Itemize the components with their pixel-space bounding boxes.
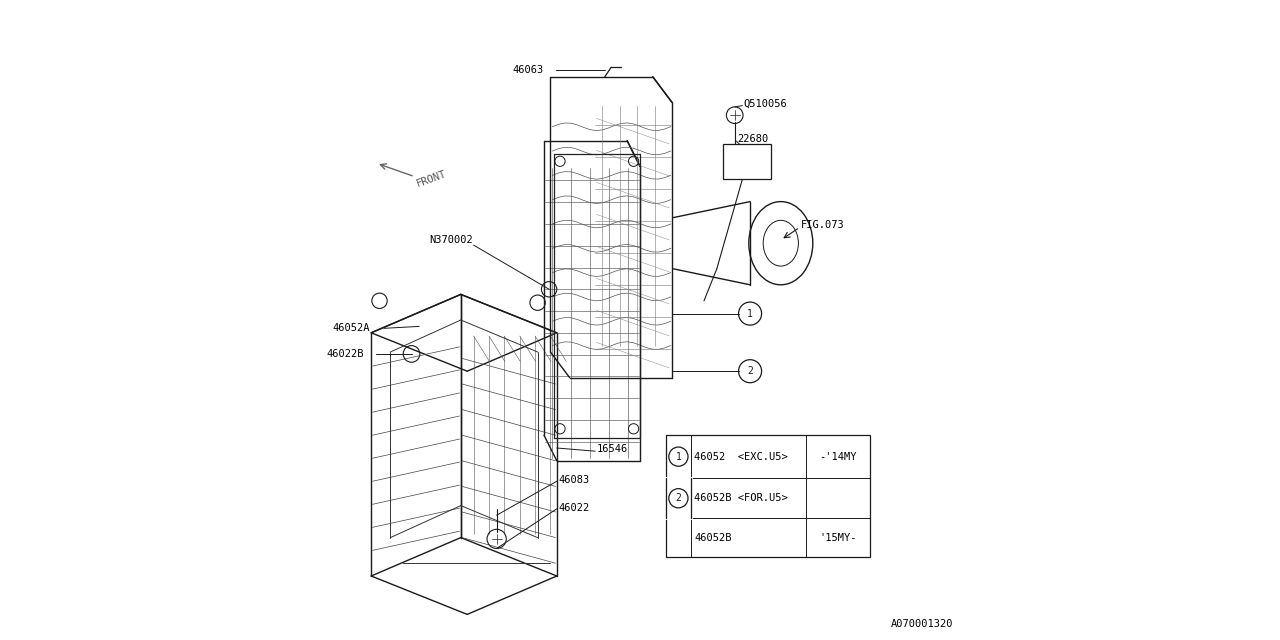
Text: 46022: 46022 [559,502,590,513]
Text: 1: 1 [748,308,753,319]
Text: 46052B <FOR.U5>: 46052B <FOR.U5> [694,493,788,503]
Text: 16546: 16546 [596,444,627,454]
Text: 1: 1 [676,452,681,461]
Text: 2: 2 [676,493,681,503]
Bar [723,144,771,179]
Text: '15MY-: '15MY- [819,532,858,543]
Text: A070001320: A070001320 [891,619,954,629]
Text: FRONT: FRONT [416,169,448,189]
Text: 46063: 46063 [512,65,543,76]
Text: 46052  <EXC.U5>: 46052 <EXC.U5> [694,452,788,461]
Bar [666,478,691,518]
Text: FIG.073: FIG.073 [801,220,845,230]
Text: Q510056: Q510056 [744,99,787,109]
Text: 22680: 22680 [737,134,768,144]
Text: 46083: 46083 [559,475,590,485]
Text: 46052A: 46052A [333,323,370,333]
Text: -'14MY: -'14MY [819,452,858,461]
Text: 46052B: 46052B [694,532,732,543]
Bar [666,435,870,557]
Text: 2: 2 [748,366,753,376]
Text: N370002: N370002 [429,235,472,245]
Text: 46022B: 46022B [326,349,364,359]
